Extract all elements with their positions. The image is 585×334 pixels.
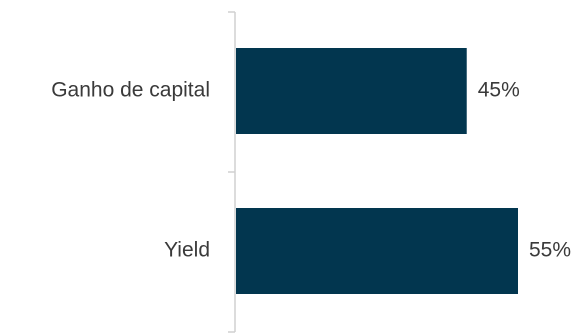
value-labels-group: 45% 55%: [478, 79, 571, 262]
value-label: 55%: [529, 239, 571, 262]
bar: [236, 208, 518, 294]
bars-group: [236, 48, 518, 294]
value-label: 45%: [478, 79, 520, 102]
category-label: Yield: [164, 239, 210, 262]
category-label: Ganho de capital: [51, 79, 210, 102]
category-labels-group: Ganho de capital Yield: [51, 79, 210, 262]
bar: [236, 48, 467, 134]
category-axis-ticks: [228, 11, 235, 333]
